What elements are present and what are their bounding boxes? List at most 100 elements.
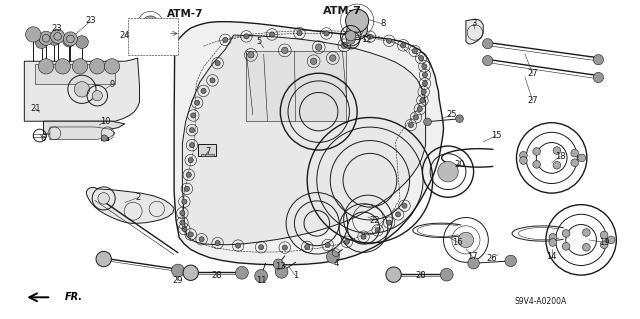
Circle shape <box>273 259 284 269</box>
Polygon shape <box>466 19 483 44</box>
Text: 20: 20 <box>454 160 465 169</box>
Polygon shape <box>182 35 426 245</box>
Circle shape <box>367 34 372 39</box>
Circle shape <box>236 266 248 279</box>
Circle shape <box>297 31 302 36</box>
Circle shape <box>483 39 493 49</box>
Text: FR.: FR. <box>65 292 83 302</box>
Circle shape <box>324 31 329 36</box>
Text: 10: 10 <box>100 117 111 126</box>
Circle shape <box>104 59 120 74</box>
Circle shape <box>571 159 579 167</box>
Text: ATM-7: ATM-7 <box>167 9 204 19</box>
Text: 8: 8 <box>380 19 385 28</box>
Bar <box>198 144 216 156</box>
Circle shape <box>183 265 198 280</box>
Circle shape <box>520 157 527 164</box>
Text: 27: 27 <box>527 96 538 105</box>
Circle shape <box>101 135 108 141</box>
Circle shape <box>600 241 608 249</box>
Circle shape <box>346 9 369 32</box>
Circle shape <box>90 59 105 74</box>
Circle shape <box>549 239 557 246</box>
Bar <box>35 64 115 84</box>
Circle shape <box>408 122 413 128</box>
Circle shape <box>344 239 349 244</box>
Circle shape <box>402 203 407 208</box>
Circle shape <box>341 42 348 48</box>
Circle shape <box>142 16 159 33</box>
Circle shape <box>96 251 111 267</box>
Text: 15: 15 <box>491 131 501 140</box>
Circle shape <box>563 230 570 237</box>
Circle shape <box>259 245 264 250</box>
Text: 28: 28 <box>416 271 426 280</box>
Text: 1: 1 <box>293 271 298 280</box>
Circle shape <box>51 29 65 43</box>
Circle shape <box>72 59 88 74</box>
Circle shape <box>326 250 339 263</box>
Circle shape <box>92 91 102 101</box>
Text: 22: 22 <box>369 216 380 225</box>
Circle shape <box>255 270 268 282</box>
Circle shape <box>282 245 287 250</box>
Circle shape <box>440 268 453 281</box>
Bar <box>201 154 214 156</box>
Text: 5: 5 <box>257 37 262 46</box>
Circle shape <box>186 172 191 177</box>
Polygon shape <box>24 58 140 121</box>
Circle shape <box>553 161 561 169</box>
Circle shape <box>483 56 493 66</box>
Circle shape <box>412 48 417 54</box>
Circle shape <box>282 47 288 54</box>
Text: 18: 18 <box>555 152 565 161</box>
Circle shape <box>38 59 54 74</box>
Circle shape <box>424 118 431 126</box>
Circle shape <box>189 128 195 133</box>
Circle shape <box>600 231 608 239</box>
Text: ATM-7: ATM-7 <box>323 6 362 16</box>
Polygon shape <box>86 188 174 223</box>
Circle shape <box>316 44 322 50</box>
Circle shape <box>386 267 401 282</box>
Circle shape <box>417 107 422 112</box>
Text: 12: 12 <box>361 35 371 44</box>
Circle shape <box>346 35 355 44</box>
Circle shape <box>549 234 557 241</box>
Circle shape <box>26 27 41 42</box>
Circle shape <box>188 158 193 163</box>
Circle shape <box>553 147 561 154</box>
Circle shape <box>419 56 424 61</box>
Text: 6: 6 <box>41 134 46 143</box>
Text: 26: 26 <box>486 254 497 263</box>
Circle shape <box>210 78 215 83</box>
Circle shape <box>182 199 187 204</box>
Polygon shape <box>50 127 115 140</box>
Circle shape <box>520 152 527 159</box>
Circle shape <box>325 242 330 248</box>
Circle shape <box>35 36 48 48</box>
Circle shape <box>275 265 288 278</box>
Circle shape <box>248 52 254 58</box>
Circle shape <box>201 88 206 93</box>
Text: 11: 11 <box>256 276 266 285</box>
Text: 25: 25 <box>446 110 456 119</box>
Circle shape <box>607 236 615 244</box>
Text: 9: 9 <box>109 80 115 89</box>
Text: S9V4-A0200A: S9V4-A0200A <box>515 297 567 306</box>
Circle shape <box>593 72 604 83</box>
Text: 13: 13 <box>275 262 285 271</box>
Text: 16: 16 <box>452 238 463 247</box>
FancyBboxPatch shape <box>128 18 179 55</box>
Text: 28: 28 <box>211 271 221 280</box>
Text: 7: 7 <box>205 147 211 156</box>
Circle shape <box>244 34 249 39</box>
Circle shape <box>346 31 356 41</box>
Text: 19: 19 <box>599 238 609 247</box>
Circle shape <box>223 37 228 42</box>
Circle shape <box>563 242 570 250</box>
Circle shape <box>420 98 425 103</box>
Circle shape <box>188 232 193 237</box>
Circle shape <box>396 212 401 217</box>
Circle shape <box>347 19 367 40</box>
